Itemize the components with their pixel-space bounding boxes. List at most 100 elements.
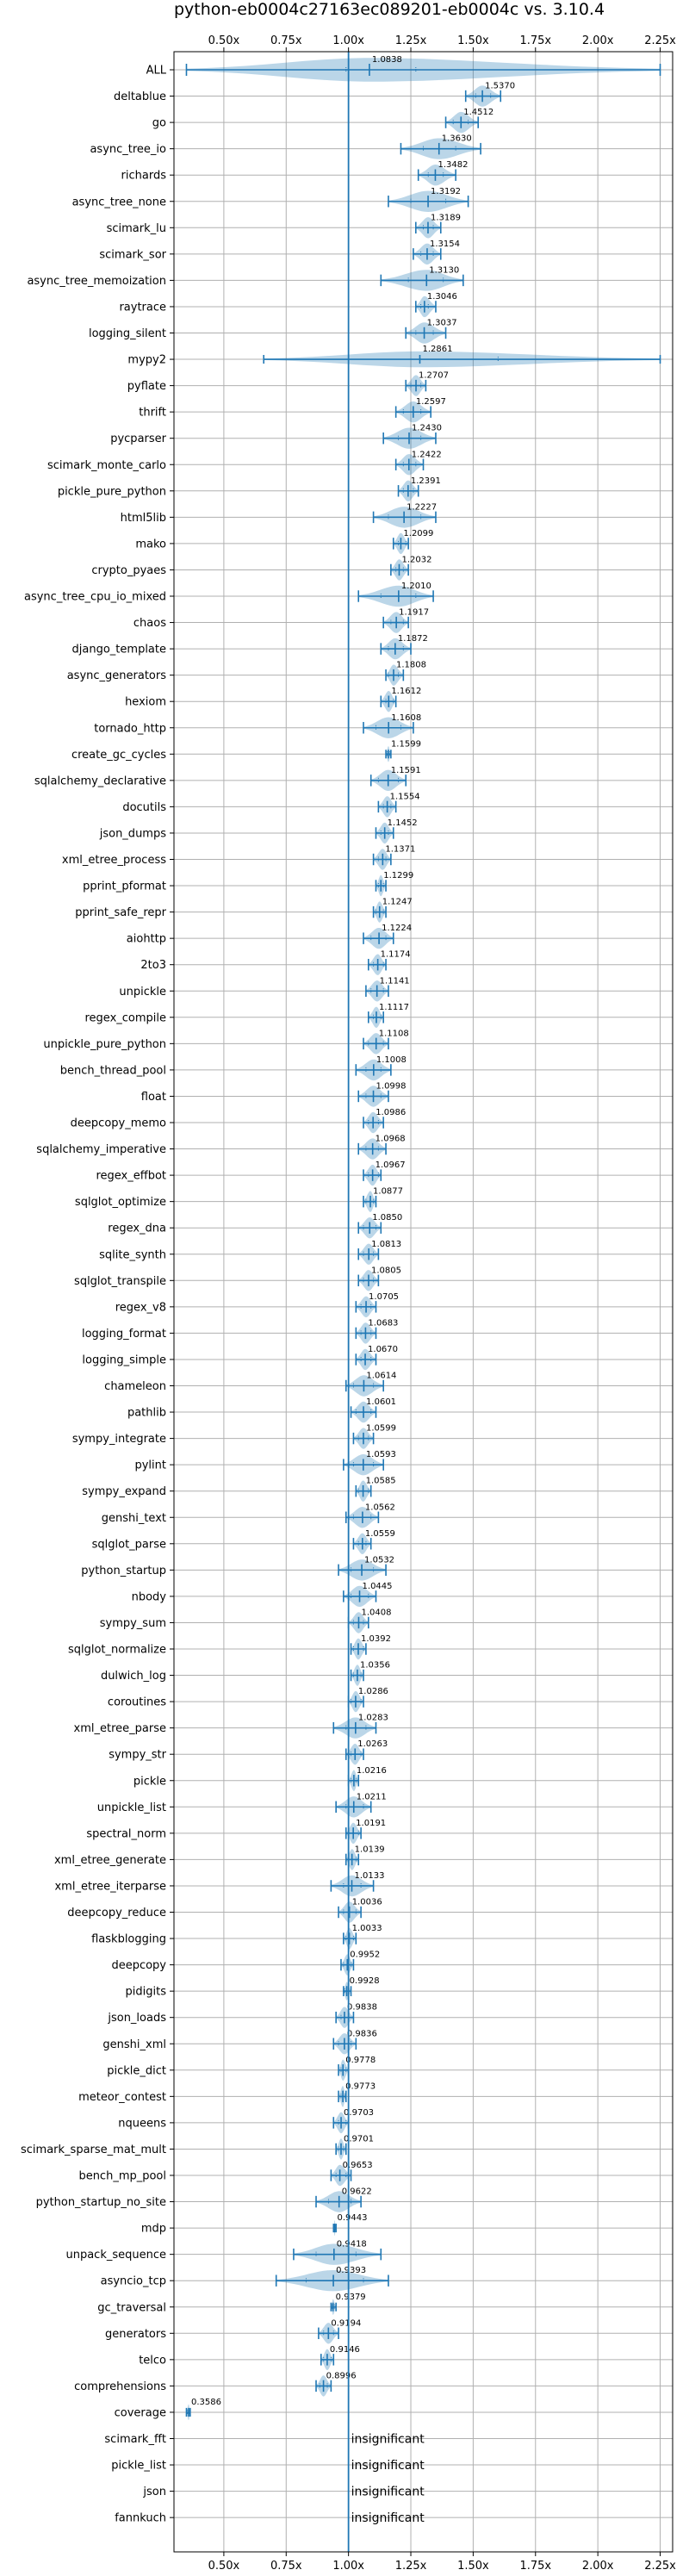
category-label: django_template [72,644,166,656]
median-label: 1.0139 [355,1845,385,1854]
violin-group: 0.9838 [335,2003,377,2028]
median-label: 1.0559 [365,1529,395,1539]
median-label: 1.0998 [376,1081,407,1091]
violin-group: 1.0211 [335,1792,387,1818]
violin-group: 1.2861 [263,345,661,368]
category-label: logging_simple [82,1353,166,1366]
violin-group: 0.9952 [340,1951,380,1976]
category-label: mdp [141,2223,166,2236]
category-label: fannkuch [115,2512,166,2525]
median-label: 1.3037 [427,319,457,328]
violin-group: 1.2422 [394,450,442,476]
median-label: 1.0585 [366,1477,396,1486]
median-label: 0.9701 [344,2134,374,2144]
category-label: spectral_norm [86,1827,166,1840]
median-label: 0.9379 [336,2293,366,2302]
category-label: pathlib [127,1407,166,1420]
median-label: 1.3154 [430,240,460,249]
median-label: 0.9194 [331,2318,361,2328]
violin-group: 1.0614 [344,1372,396,1397]
x-tick-label-bottom: 2.25x [644,2560,676,2573]
median-label: 0.9622 [342,2187,372,2197]
median-label: 1.1599 [391,739,421,749]
violin-group: 1.0986 [363,1108,406,1134]
violin-group: 1.0593 [343,1450,396,1476]
violin-group: 1.1141 [365,976,410,1002]
violin-group: 0.9379 [330,2293,366,2315]
category-label: coverage [115,2406,166,2419]
violin-group: 1.1612 [380,687,421,712]
category-label: pyflate [127,380,166,393]
category-label: pickle_list [111,2460,166,2473]
category-label: async_tree_none [72,196,166,208]
violin-group: 1.1591 [369,766,421,792]
median-label: 1.0593 [366,1450,396,1459]
category-label: async_tree_cpu_io_mixed [24,591,166,604]
category-label: html5lib [121,512,166,525]
category-label: xml_etree_generate [54,1854,166,1867]
median-label: 0.9703 [344,2108,374,2118]
violin-group: 1.1247 [372,898,413,923]
median-label: 1.1117 [379,1003,409,1012]
violin-group: 1.0532 [338,1555,394,1581]
median-label: 0.9393 [336,2266,366,2275]
violin-group: 1.1808 [385,661,426,686]
median-label: 1.1108 [379,1029,409,1038]
category-label: genshi_xml [102,2038,166,2051]
median-label: 1.5370 [485,82,515,91]
x-tick-label-top: 1.75x [519,34,551,47]
median-label: 1.0850 [372,1213,402,1223]
median-label: 1.3192 [431,187,461,196]
category-label: python_startup_no_site [36,2196,166,2209]
category-label: sympy_sum [100,1617,166,1630]
violin-group: 1.0599 [352,1424,396,1449]
median-label: 0.9146 [330,2345,360,2355]
violin-group: 0.9778 [338,2056,376,2081]
category-label: regex_compile [84,1011,166,1024]
category-label: coroutines [108,1696,166,1709]
violin-group: 1.0850 [357,1213,402,1239]
insignificant-label: insignificant [351,2433,425,2447]
category-label: deepcopy_memo [71,1117,166,1130]
median-label: 1.1371 [385,845,415,855]
violin-group: 1.2227 [372,502,437,528]
median-label: 1.1299 [383,871,413,880]
violin-group: 1.3037 [405,319,457,344]
violin-group: 1.1299 [375,871,413,897]
violin-group: 1.0683 [355,1318,398,1344]
median-label: 1.2032 [401,555,431,564]
median-label: 0.9836 [347,2029,377,2038]
median-label: 1.2597 [416,397,446,407]
category-label: pprint_safe_repr [75,906,166,919]
category-label: python_startup [81,1565,166,1577]
violin-group: 1.2707 [405,371,449,396]
violin-group: 1.1008 [355,1055,407,1081]
median-label: 1.4512 [463,108,493,117]
median-label: 1.0133 [355,1871,385,1881]
median-label: 1.0532 [364,1555,394,1565]
median-label: 1.0356 [360,1661,390,1671]
violin-group: 1.0283 [332,1714,388,1739]
category-label: richards [121,170,167,183]
median-label: 1.2422 [412,450,442,459]
category-label: tornado_http [94,722,166,735]
median-label: 1.0286 [358,1687,388,1696]
violin-group: insignificant [351,2459,425,2473]
median-label: 0.9773 [345,2081,376,2091]
category-label: sqlglot_parse [92,1538,166,1551]
violin-group: 0.9653 [330,2161,373,2187]
violin-group: 0.9146 [320,2345,360,2371]
violin-group: 1.0877 [363,1187,403,1212]
violins: 1.0838 1.5370 1.4512 1.3630 1.3482 1.3192 1.31… [185,52,661,2552]
violin-group: 1.3154 [413,240,460,265]
violin-group: 1.1371 [372,845,415,870]
median-label: 1.0392 [361,1634,391,1644]
category-labels: ALL deltablue go async_tree_io richards async… [21,65,167,2525]
violin-group: 1.0562 [344,1503,395,1528]
violin-group: 1.1117 [368,1003,409,1028]
category-label: xml_etree_process [62,854,166,867]
category-label: pickle [133,1775,166,1788]
violin-group: 1.1554 [377,792,420,818]
violin-group: 1.1452 [375,818,418,844]
